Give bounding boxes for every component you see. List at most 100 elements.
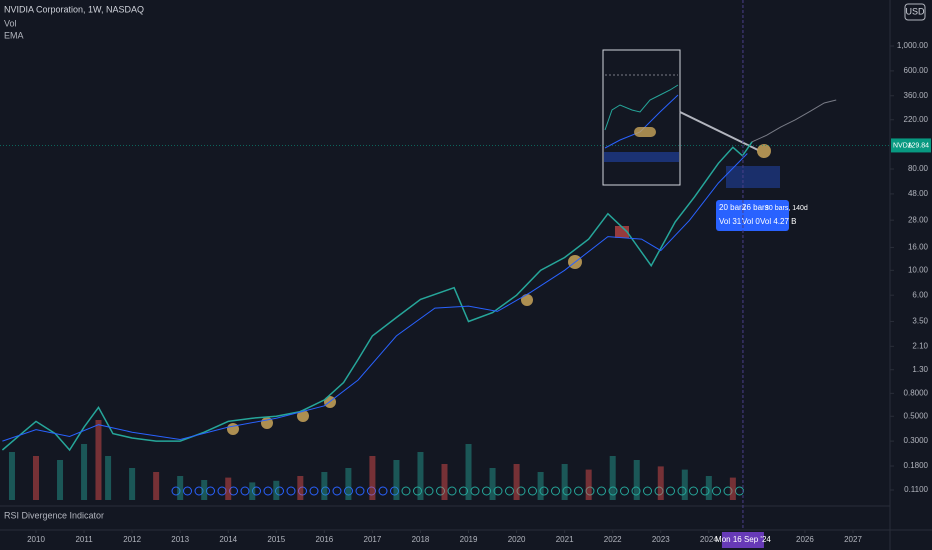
event-icon[interactable]: [413, 486, 422, 496]
volume-bar: [95, 420, 102, 500]
event-icon[interactable]: [344, 486, 353, 496]
y-tick-label: 0.1100: [904, 485, 928, 494]
volume-bar: [33, 456, 39, 500]
event-icon[interactable]: [286, 486, 296, 496]
event-icon[interactable]: [436, 486, 445, 496]
currency-button[interactable]: [904, 3, 926, 21]
volume-bar: [57, 460, 64, 500]
y-tick-label: 16.00: [908, 243, 929, 252]
event-icon[interactable]: [620, 486, 629, 496]
event-icon[interactable]: [597, 486, 606, 496]
event-icon[interactable]: [194, 486, 204, 496]
event-icon[interactable]: [700, 486, 710, 496]
event-icon[interactable]: [401, 486, 411, 496]
volume-bar: [729, 477, 736, 500]
event-icon[interactable]: [516, 486, 526, 496]
event-icon[interactable]: [378, 486, 388, 496]
event-icon[interactable]: [528, 486, 537, 496]
x-tick-label: 2019: [460, 535, 478, 544]
event-icon[interactable]: [574, 486, 583, 496]
event-icon[interactable]: [482, 486, 491, 496]
y-tick-label: 220.00: [904, 115, 929, 124]
event-icon[interactable]: [263, 486, 273, 496]
event-icon[interactable]: [183, 486, 192, 496]
event-icon[interactable]: [252, 486, 261, 496]
tooltip-text: Vol 31: [719, 217, 742, 226]
series-line: [2, 153, 748, 442]
y-tick-label: 1.30: [912, 365, 928, 374]
inset-band: [604, 152, 679, 162]
event-icon[interactable]: [712, 486, 721, 496]
inset-line: [604, 84, 679, 131]
event-icon[interactable]: [562, 486, 572, 496]
event-icon[interactable]: [551, 486, 560, 496]
volume-bar: [177, 476, 184, 500]
event-icon[interactable]: [505, 486, 514, 496]
event-icons: [171, 486, 744, 496]
event-icon[interactable]: [321, 486, 330, 496]
x-tick-label: 2015: [267, 535, 285, 544]
event-icon[interactable]: [470, 486, 480, 496]
event-icon[interactable]: [390, 486, 399, 496]
event-icon[interactable]: [309, 486, 319, 496]
event-icon[interactable]: [206, 486, 215, 496]
event-icon[interactable]: [332, 486, 342, 496]
event-icon[interactable]: [585, 486, 595, 496]
x-tick-label: 2011: [75, 535, 93, 544]
event-icon[interactable]: [493, 486, 503, 496]
event-icon[interactable]: [677, 486, 687, 496]
y-tick-label: 2.10: [912, 341, 928, 350]
event-icon[interactable]: [367, 486, 376, 496]
event-icon[interactable]: [689, 486, 698, 496]
volume-bar: [249, 482, 256, 500]
y-tick-label: 10.00: [908, 265, 929, 274]
indicator-label: Vol: [4, 18, 17, 28]
volume-bar: [8, 452, 15, 500]
event-icon[interactable]: [459, 486, 468, 496]
x-tick-label: 2023: [652, 535, 670, 544]
tooltip-text: 30 bars, 140d: [765, 205, 808, 212]
event-icon[interactable]: [643, 486, 652, 496]
event-icon[interactable]: [723, 486, 733, 496]
chart-title: NVIDIA Corporation, 1W, NASDAQ: [4, 4, 144, 14]
x-tick-label: 2012: [123, 535, 141, 544]
x-tick-label: 2013: [171, 535, 189, 544]
event-icon[interactable]: [608, 486, 618, 496]
y-tick-label: 6.00: [912, 290, 928, 299]
inset-connector: [679, 111, 759, 151]
event-icon[interactable]: [229, 486, 238, 496]
y-tick-label: 3.50: [912, 317, 928, 326]
x-tick-label: 2027: [844, 535, 862, 544]
event-icon[interactable]: [217, 486, 227, 496]
volume-bar: [705, 476, 712, 500]
volume-bar: [681, 469, 688, 500]
currency-label[interactable]: USD: [905, 6, 925, 16]
event-icon[interactable]: [666, 486, 675, 496]
last-price-value: 129.84: [908, 142, 930, 149]
series-line: [751, 99, 837, 143]
volume-bar: [561, 464, 568, 500]
event-icon[interactable]: [654, 486, 664, 496]
event-icon[interactable]: [275, 486, 284, 496]
event-icon[interactable]: [240, 486, 250, 496]
y-tick-label: 600.00: [904, 66, 929, 75]
event-icon[interactable]: [298, 486, 307, 496]
tooltip-text: Vol 4.27 B: [760, 217, 796, 226]
x-tick-label: 2022: [604, 535, 622, 544]
event-icon[interactable]: [539, 486, 549, 496]
volume-bar: [201, 480, 208, 500]
event-icon[interactable]: [171, 486, 181, 496]
volume-bar: [489, 468, 496, 500]
event-icon[interactable]: [631, 486, 641, 496]
y-tick-label: 1,000.00: [897, 41, 929, 50]
tooltip-text: 20 bars: [719, 203, 746, 212]
event-icon[interactable]: [424, 486, 434, 496]
event-icon[interactable]: [735, 486, 744, 496]
x-tick-label: 2020: [508, 535, 526, 544]
event-icon[interactable]: [355, 486, 365, 496]
volume-bar: [465, 444, 472, 500]
tooltip-text: Vol 0: [742, 217, 760, 226]
event-icon[interactable]: [447, 486, 457, 496]
